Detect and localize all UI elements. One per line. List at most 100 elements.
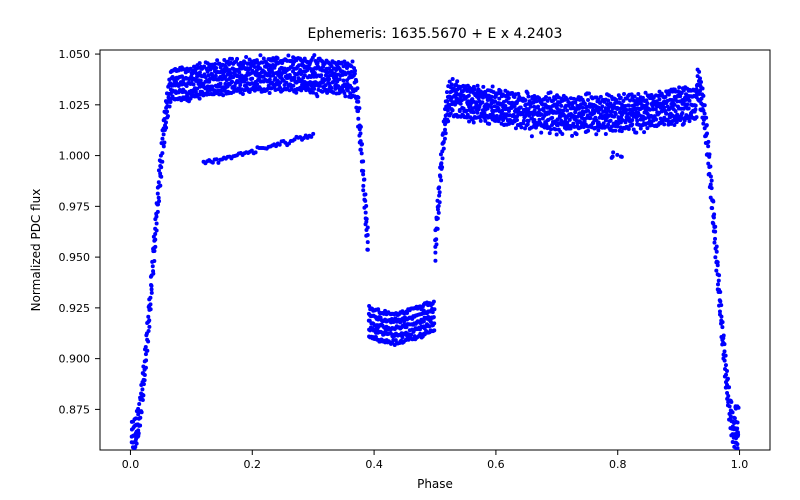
data-point [274, 76, 278, 80]
data-point [503, 104, 507, 108]
data-point [721, 320, 725, 324]
data-point [229, 71, 233, 75]
data-point [152, 235, 156, 239]
data-point [636, 92, 640, 96]
data-point [615, 101, 619, 105]
data-point [559, 104, 563, 108]
data-point [519, 105, 523, 109]
data-point [622, 92, 626, 96]
data-point [719, 303, 723, 307]
data-point [433, 259, 437, 263]
data-point [189, 67, 193, 71]
data-point [667, 120, 671, 124]
data-point [355, 86, 359, 90]
data-point [221, 85, 225, 89]
data-point [616, 124, 620, 128]
data-point [346, 82, 350, 86]
data-point [715, 245, 719, 249]
data-point [731, 410, 735, 414]
data-point [361, 188, 365, 192]
data-point [364, 204, 368, 208]
data-point [351, 60, 355, 64]
data-point [734, 407, 738, 411]
data-point [581, 112, 585, 116]
data-point [506, 119, 510, 123]
data-point [712, 212, 716, 216]
data-point [258, 53, 262, 57]
data-point [549, 90, 553, 94]
data-point [164, 99, 168, 103]
data-point [134, 423, 138, 427]
data-point [359, 131, 363, 135]
data-point [594, 132, 598, 136]
data-point [359, 148, 363, 152]
data-point [162, 118, 166, 122]
data-point [451, 77, 455, 81]
data-point [718, 309, 722, 313]
data-point [560, 132, 564, 136]
data-point [713, 237, 717, 241]
y-tick-label: 0.900 [59, 353, 91, 366]
data-point [362, 177, 366, 181]
data-point [620, 113, 624, 117]
data-point [437, 211, 441, 215]
data-point [262, 70, 266, 74]
data-point [529, 101, 533, 105]
y-tick-label: 0.875 [59, 403, 91, 416]
data-point [354, 79, 358, 83]
data-point [159, 154, 163, 158]
data-point [614, 112, 618, 116]
data-point [550, 109, 554, 113]
data-point [153, 217, 157, 221]
data-point [250, 77, 254, 81]
data-point [729, 400, 733, 404]
data-point [435, 199, 439, 203]
data-point [575, 132, 579, 136]
data-point [213, 62, 217, 66]
data-point [237, 70, 241, 74]
data-point [322, 78, 326, 82]
data-point [634, 131, 638, 135]
data-point [300, 79, 304, 83]
data-point [451, 108, 455, 112]
data-point [487, 94, 491, 98]
data-point [609, 110, 613, 114]
data-point [160, 137, 164, 141]
data-point [495, 114, 499, 118]
data-point [136, 432, 140, 436]
data-point [716, 260, 720, 264]
data-point [526, 94, 530, 98]
data-point [137, 402, 141, 406]
data-point [694, 87, 698, 91]
data-point [441, 156, 445, 160]
data-point [529, 105, 533, 109]
data-point [361, 159, 365, 163]
data-point [192, 82, 196, 86]
data-point [540, 101, 544, 105]
data-point [575, 125, 579, 129]
data-point [356, 100, 360, 104]
data-point [366, 233, 370, 237]
data-point [535, 121, 539, 125]
data-point [342, 70, 346, 74]
data-point [736, 434, 740, 438]
data-point [704, 116, 708, 120]
data-point [343, 94, 347, 98]
data-point [360, 142, 364, 146]
data-point [697, 70, 701, 74]
data-point [703, 103, 707, 107]
data-point [147, 305, 151, 309]
data-point [268, 91, 272, 95]
data-point [688, 119, 692, 123]
data-point [168, 81, 172, 85]
data-point [341, 78, 345, 82]
data-point [735, 426, 739, 430]
data-point [450, 83, 454, 87]
data-point [445, 90, 449, 94]
data-point [635, 114, 639, 118]
data-point [710, 206, 714, 210]
data-point [630, 118, 634, 122]
data-point [147, 297, 151, 301]
data-point [338, 77, 342, 81]
data-point [694, 104, 698, 108]
